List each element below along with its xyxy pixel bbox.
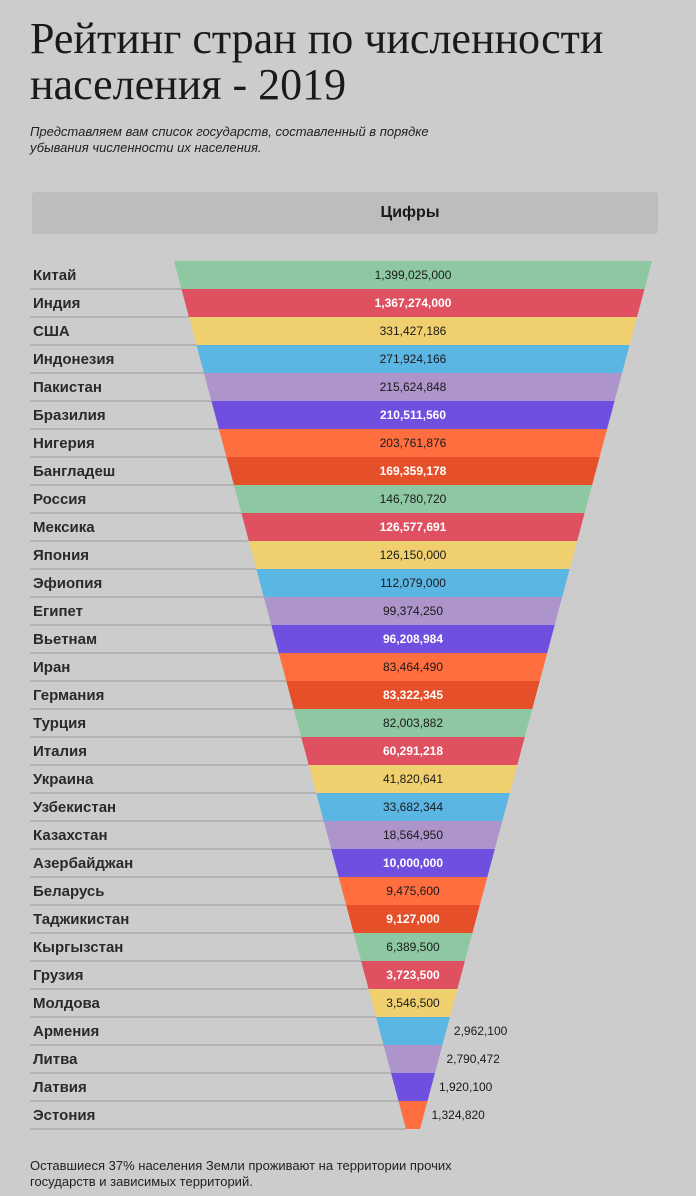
country-label: Узбекистан bbox=[33, 799, 116, 816]
funnel-slice bbox=[293, 709, 533, 737]
country-label: Индонезия bbox=[33, 351, 114, 368]
funnel-slice bbox=[233, 485, 593, 513]
page-subtitle: Представляем вам список государств, сост… bbox=[30, 124, 429, 155]
value-label: 126,150,000 bbox=[380, 548, 447, 562]
column-header-bar: Цифры bbox=[32, 192, 658, 234]
funnel-slice bbox=[398, 1101, 428, 1129]
funnel-slice bbox=[203, 373, 623, 401]
value-label: 169,359,178 bbox=[380, 464, 447, 478]
value-label: 82,003,882 bbox=[383, 716, 443, 730]
country-label: Латвия bbox=[33, 1079, 87, 1096]
country-label: Беларусь bbox=[33, 883, 105, 900]
funnel-slice bbox=[301, 737, 525, 765]
country-label: Бангладеш bbox=[33, 463, 115, 480]
funnel-slice bbox=[331, 849, 495, 877]
country-label: Египет bbox=[33, 603, 83, 620]
country-label: Молдова bbox=[33, 995, 101, 1012]
funnel-slice bbox=[278, 653, 548, 681]
country-label: Таджикистан bbox=[33, 911, 129, 928]
funnel-slice bbox=[226, 457, 600, 485]
funnel-slice bbox=[211, 401, 615, 429]
value-label: 83,464,490 bbox=[383, 660, 443, 674]
country-label: Китай bbox=[33, 267, 76, 284]
country-label: Германия bbox=[33, 687, 104, 704]
country-label: Армения bbox=[33, 1023, 99, 1040]
country-label: Бразилия bbox=[33, 407, 106, 424]
column-header-label: Цифры bbox=[380, 204, 440, 221]
value-label: 126,577,691 bbox=[380, 520, 447, 534]
country-label: Иран bbox=[33, 659, 70, 676]
value-label: 6,389,500 bbox=[386, 940, 440, 954]
funnel-slice bbox=[196, 345, 630, 373]
value-label: 96,208,984 bbox=[383, 632, 443, 646]
value-label: 112,079,000 bbox=[380, 576, 446, 590]
value-label: 146,780,720 bbox=[380, 492, 447, 506]
funnel-slice bbox=[188, 317, 638, 345]
country-label: Казахстан bbox=[33, 827, 108, 844]
value-label: 1,920,100 bbox=[439, 1080, 493, 1094]
funnel-slice bbox=[181, 289, 645, 317]
funnel-slice bbox=[286, 681, 540, 709]
country-label: Кыргызстан bbox=[33, 939, 123, 956]
value-label: 83,322,345 bbox=[383, 688, 443, 702]
value-label: 33,682,344 bbox=[383, 800, 443, 814]
value-label: 41,820,641 bbox=[383, 772, 443, 786]
country-label: Япония bbox=[33, 547, 89, 564]
country-label: Литва bbox=[33, 1051, 78, 1068]
funnel-slice bbox=[218, 429, 608, 457]
value-label: 215,624,848 bbox=[380, 380, 447, 394]
value-label: 18,564,950 bbox=[383, 828, 443, 842]
funnel-slice bbox=[263, 597, 563, 625]
value-label: 60,291,218 bbox=[383, 744, 443, 758]
value-label: 9,127,000 bbox=[386, 912, 440, 926]
funnel-slice bbox=[353, 933, 473, 961]
funnel-slice bbox=[271, 625, 555, 653]
value-label: 203,761,876 bbox=[380, 436, 447, 450]
country-label: Мексика bbox=[33, 519, 95, 536]
funnel-slice bbox=[308, 765, 518, 793]
country-label: Россия bbox=[33, 491, 86, 508]
value-label: 1,324,820 bbox=[431, 1108, 485, 1122]
country-label: Вьетнам bbox=[33, 631, 97, 648]
country-label: Индия bbox=[33, 295, 80, 312]
value-label: 331,427,186 bbox=[380, 324, 447, 338]
value-label: 3,723,500 bbox=[386, 968, 440, 982]
country-label: Пакистан bbox=[33, 379, 102, 396]
country-label: Грузия bbox=[33, 967, 83, 984]
funnel-slice bbox=[383, 1045, 443, 1073]
value-label: 2,790,472 bbox=[446, 1052, 500, 1066]
funnel-slice bbox=[368, 989, 458, 1017]
value-label: 210,511,560 bbox=[380, 408, 446, 422]
value-label: 1,399,025,000 bbox=[375, 268, 452, 282]
country-label: Эфиопия bbox=[33, 575, 102, 592]
country-label: США bbox=[33, 323, 70, 340]
country-label: Эстония bbox=[33, 1107, 95, 1124]
funnel-slice bbox=[174, 261, 652, 289]
value-label: 3,546,500 bbox=[386, 996, 440, 1010]
country-label: Турция bbox=[33, 715, 86, 732]
value-label: 10,000,000 bbox=[383, 856, 443, 870]
page-title: Рейтинг стран по численности населения -… bbox=[30, 14, 604, 109]
footer-note: Оставшиеся 37% населения Земли проживают… bbox=[30, 1158, 452, 1189]
country-label: Нигерия bbox=[33, 435, 95, 452]
funnel-slice bbox=[338, 877, 488, 905]
value-label: 99,374,250 bbox=[383, 604, 443, 618]
value-label: 9,475,600 bbox=[386, 884, 440, 898]
country-label: Украина bbox=[33, 771, 94, 788]
value-label: 1,367,274,000 bbox=[375, 296, 452, 310]
funnel-slice bbox=[256, 569, 570, 597]
funnel-slice bbox=[323, 821, 503, 849]
country-label: Азербайджан bbox=[33, 855, 133, 872]
funnel-slice bbox=[361, 961, 465, 989]
funnel-slice bbox=[248, 541, 578, 569]
funnel-slice bbox=[241, 513, 585, 541]
funnel-slice bbox=[346, 905, 480, 933]
value-label: 271,924,166 bbox=[380, 352, 447, 366]
funnel-slice bbox=[376, 1017, 450, 1045]
funnel-slice bbox=[391, 1073, 435, 1101]
value-label: 2,962,100 bbox=[454, 1024, 508, 1038]
country-label: Италия bbox=[33, 743, 87, 760]
funnel-slice bbox=[316, 793, 510, 821]
